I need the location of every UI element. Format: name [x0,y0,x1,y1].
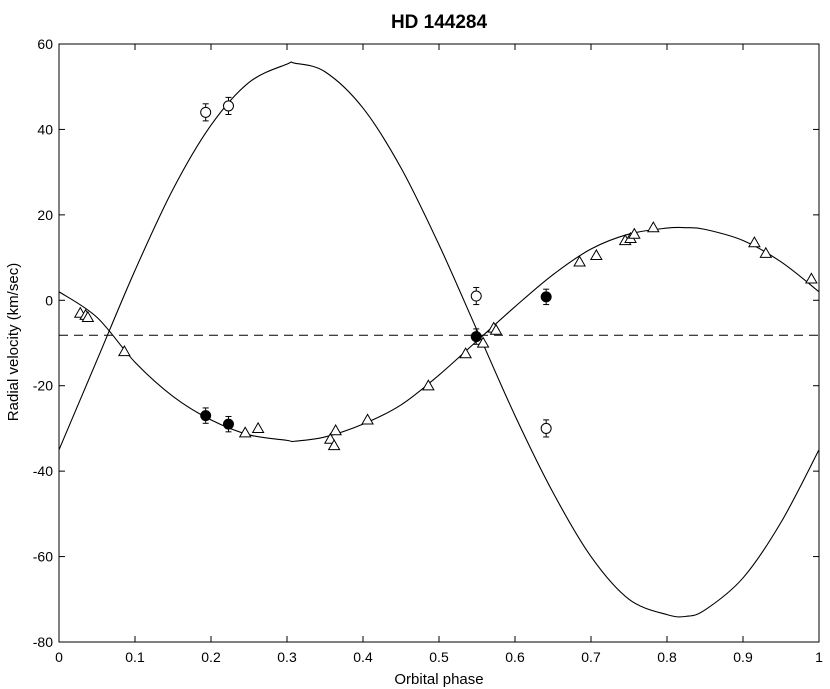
data-point-triangle [459,347,472,359]
data-point-open-circle [540,422,552,434]
data-point-triangle [573,255,586,267]
data-point-triangle [238,426,252,438]
data-point-triangle [81,310,95,322]
data-point-triangle [489,323,503,335]
y-tick-label: 60 [37,36,53,52]
x-axis-label: Orbital phase [394,671,483,688]
x-tick-label: 0.3 [277,649,297,665]
y-tick-label: 40 [37,121,53,137]
y-tick-label: -60 [33,549,53,565]
x-tick-label: 0 [55,649,63,665]
x-tick-label: 0.2 [201,649,221,665]
orbit-curve-1 [58,61,820,618]
y-tick-label: -40 [33,463,53,479]
y-axis-label: Radial velocity (km/sec) [5,263,22,421]
y-tick-label: 0 [45,292,53,308]
y-tick-label: 20 [37,207,53,223]
data-point-triangle [323,432,337,444]
data-point-filled-circle [470,331,482,343]
data-point-triangle [759,246,773,258]
data-point-triangle [117,345,131,357]
x-tick-label: 0.4 [353,649,373,665]
data-point-filled-circle [540,291,552,303]
data-point-open-circle [222,100,234,112]
x-tick-label: 1 [815,649,823,665]
x-tick-label: 0.8 [657,649,677,665]
data-point-triangle [589,248,603,261]
chart-title: HD 144284 [391,12,488,33]
data-point-triangle [421,379,435,391]
x-tick-label: 0.5 [429,649,449,665]
y-tick-label: -80 [33,634,53,650]
x-tick-label: 0.6 [505,649,525,665]
y-tick-label: -20 [33,378,53,394]
data-point-open-circle [200,106,212,118]
data-point-triangle [627,227,641,239]
x-tick-label: 0.7 [581,649,601,665]
data-point-triangle [361,413,374,425]
data-point-filled-circle [222,418,234,430]
data-point-filled-circle [200,410,212,422]
data-point-open-circle [470,290,482,302]
plot-frame [58,43,820,643]
data-point-triangle [476,336,490,348]
data-point-triangle [805,272,818,284]
plot-area: 0 0.1 0.2 0.3 0.4 0.5 0.6 0.7 0.8 0.9 1 -80 -60 -40 -2… [33,36,823,665]
data-point-triangle [646,221,660,233]
x-tick-label: 0.1 [125,649,145,665]
x-tick-label: 0.9 [733,649,753,665]
data-point-triangle [748,236,761,248]
orbit-curve-2 [58,226,820,443]
data-point-triangle [251,421,265,434]
data-point-triangle [329,424,343,436]
data-point-triangle [327,439,341,451]
